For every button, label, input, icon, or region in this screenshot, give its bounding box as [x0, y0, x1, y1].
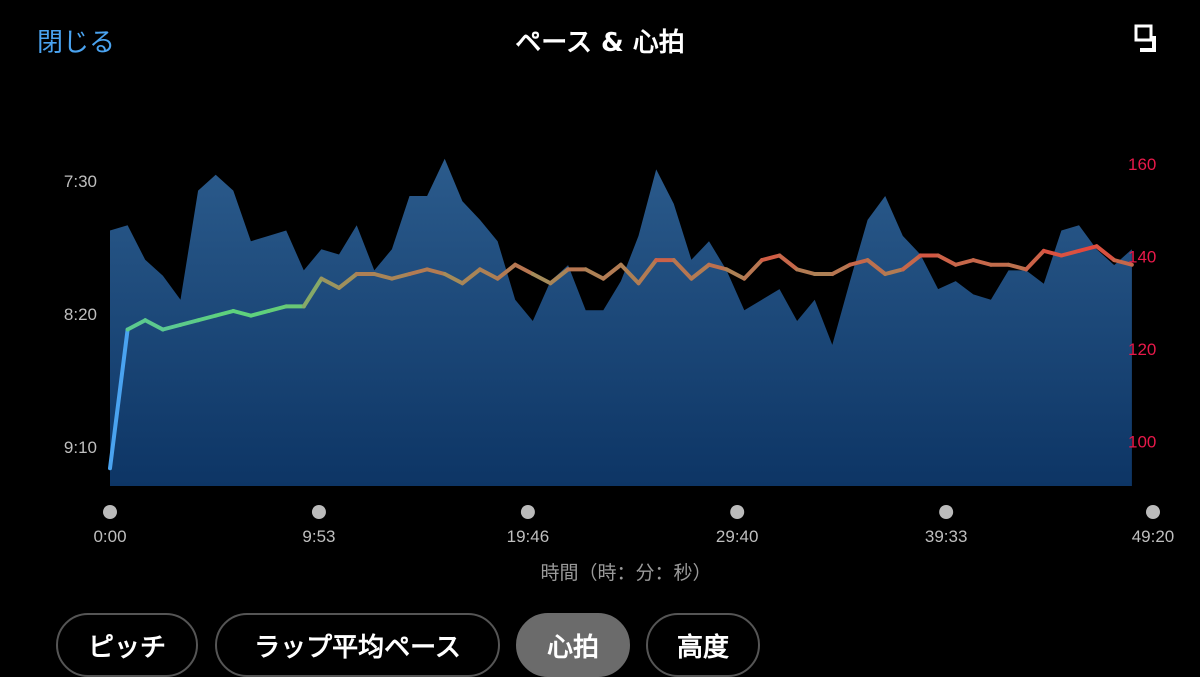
heart-rate-segment — [936, 253, 958, 267]
heart-rate-segment — [830, 262, 852, 276]
tab-1[interactable]: ラップ平均ペース — [215, 613, 500, 677]
heart-rate-segment — [477, 267, 500, 281]
heart-rate-segment — [513, 262, 535, 276]
heart-rate-segment — [689, 262, 712, 281]
heart-rate-segment — [1041, 248, 1064, 258]
heart-rate-segment — [971, 258, 993, 267]
heart-rate-axis-tick-label: 160 — [1128, 155, 1156, 174]
tab-3[interactable]: 高度 — [646, 613, 760, 677]
heart-rate-segment — [724, 267, 747, 281]
heart-rate-segment — [530, 272, 553, 286]
tab-0[interactable]: ピッチ — [56, 613, 198, 677]
pace-axis-tick-label: 8:20 — [64, 305, 97, 324]
time-axis-label: 時間（時：分：秒） — [540, 562, 711, 584]
heart-rate-segment — [707, 262, 729, 272]
heart-rate-segment — [143, 318, 165, 332]
heart-rate-segment — [460, 267, 482, 286]
heart-rate-segment — [671, 258, 694, 281]
heart-rate-segment — [319, 276, 342, 290]
heart-rate-axis-tick-label: 100 — [1128, 433, 1156, 452]
heart-rate-segment — [795, 267, 817, 276]
timeline-marker-dot — [939, 505, 954, 519]
heart-rate-segment — [266, 304, 289, 313]
heart-rate-segment — [231, 309, 253, 318]
heart-rate-segment — [196, 313, 218, 323]
heart-rate-segment — [759, 253, 782, 263]
heart-rate-segment — [618, 262, 641, 286]
heart-rate-segment — [108, 327, 130, 471]
time-axis-tick-label: 49:20 — [1132, 527, 1175, 546]
heart-rate-segment — [847, 258, 870, 267]
time-axis-tick-label: 39:33 — [925, 527, 968, 546]
heart-rate-segment — [742, 258, 764, 281]
timeline-marker-dot — [1146, 505, 1160, 519]
heart-rate-segment — [900, 253, 923, 272]
heart-rate-segment — [178, 318, 201, 327]
heart-rate-segment — [125, 318, 148, 332]
heart-rate-segment — [160, 322, 183, 332]
heart-rate-segment — [1006, 262, 1029, 272]
timeline-marker-dot — [311, 505, 326, 519]
heart-rate-segment — [442, 272, 465, 286]
time-axis-tick-label: 9:53 — [302, 527, 335, 546]
heart-rate-axis-tick-label: 140 — [1128, 248, 1156, 267]
heart-rate-segment — [389, 272, 412, 281]
pace-area — [110, 158, 1132, 486]
heart-rate-segment — [777, 253, 800, 272]
heart-rate-segment — [953, 258, 976, 267]
heart-rate-segment — [407, 267, 430, 276]
heart-rate-segment — [372, 272, 394, 281]
pace-axis-tick-label: 7:30 — [64, 172, 97, 191]
close-button[interactable]: 閉じる — [37, 28, 116, 58]
expand-icon[interactable] — [1134, 24, 1166, 54]
heart-rate-segment — [548, 267, 571, 286]
heart-rate-segment — [425, 267, 447, 276]
heart-rate-segment — [213, 309, 236, 318]
time-axis-tick-label: 0:00 — [93, 527, 126, 546]
heart-rate-segment — [883, 267, 905, 276]
time-axis-tick-label: 29:40 — [716, 527, 759, 546]
heart-rate-segment — [865, 258, 888, 276]
heart-rate-segment — [583, 267, 606, 281]
time-axis-tick-label: 19:46 — [507, 527, 550, 546]
pace-heart-rate-chart: 7:30 8:20 9:10 160 140 120 100 0:00 9:53 19:46 29:… — [64, 155, 1175, 584]
heart-rate-axis-tick-label: 120 — [1128, 340, 1156, 359]
heart-rate-segment — [495, 262, 518, 281]
heart-rate-segment — [636, 258, 659, 286]
heart-rate-segment — [337, 272, 359, 290]
heart-rate-segment — [301, 276, 324, 309]
timeline-marker-dot — [520, 505, 535, 519]
tab-2[interactable]: 心拍 — [516, 613, 630, 677]
heart-rate-segment — [248, 309, 271, 318]
heart-rate-segment — [1094, 244, 1117, 263]
pace-axis-tick-label: 9:10 — [64, 438, 97, 457]
page-title: ペース & 心拍 — [515, 28, 685, 58]
heart-rate-segment — [1112, 258, 1134, 267]
heart-rate-segment — [601, 262, 623, 281]
heart-rate-segment — [1077, 244, 1099, 253]
timeline-marker-dot — [103, 505, 117, 519]
heart-rate-segment — [1024, 248, 1046, 272]
heart-rate-segment — [1059, 248, 1082, 258]
timeline-marker-dot — [730, 505, 745, 519]
